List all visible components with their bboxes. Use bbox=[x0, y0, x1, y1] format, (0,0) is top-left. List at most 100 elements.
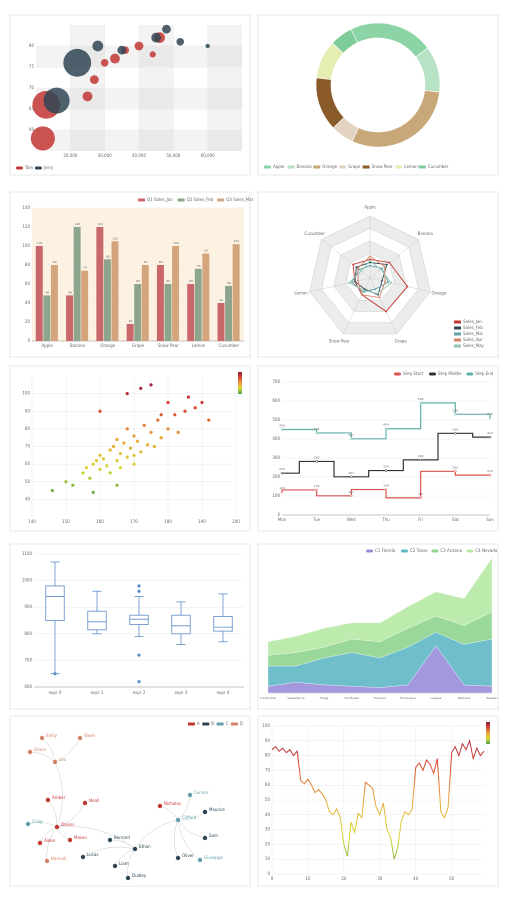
y-tick-label: 0 bbox=[277, 512, 280, 517]
graph-node bbox=[39, 735, 45, 741]
legend-swatch bbox=[177, 198, 185, 202]
bar bbox=[134, 284, 142, 341]
legend-label: Grape bbox=[348, 164, 361, 169]
graph-link bbox=[47, 799, 58, 828]
step-value-label: 432 bbox=[314, 427, 320, 431]
bubble bbox=[43, 87, 70, 114]
chart-panel: Apple Banana Orange Grape Snow Pear Lemon Cucu… bbox=[257, 14, 499, 176]
bar bbox=[225, 285, 233, 341]
visual-map-bar bbox=[486, 722, 490, 744]
graph-node-label: Amber bbox=[52, 795, 66, 800]
step-point bbox=[315, 488, 318, 492]
radar-point bbox=[384, 280, 387, 283]
x-tick-label: Sunflower bbox=[345, 696, 361, 700]
legend-label: Q2 Sales_Feb bbox=[187, 197, 214, 202]
legend-label: C4 Nevada bbox=[475, 548, 497, 553]
radar-point bbox=[381, 279, 383, 282]
x-tick-label: Tue bbox=[312, 517, 320, 522]
x-tick-label: 0 bbox=[271, 876, 274, 881]
graph-node bbox=[52, 759, 58, 765]
step-value-label: 290 bbox=[418, 454, 424, 458]
scatter-point bbox=[132, 434, 136, 438]
bubble bbox=[176, 37, 185, 46]
chart-panel: Apple Banana Orange Grape Snow Pear Lemon Cucu… bbox=[257, 191, 499, 358]
scatter-point bbox=[98, 453, 102, 457]
graph-node bbox=[107, 837, 113, 843]
graph-node-label: Maurice bbox=[209, 807, 225, 812]
radar-point bbox=[369, 261, 371, 264]
radar-point bbox=[376, 292, 379, 295]
graph-node-label: Sam bbox=[209, 833, 218, 838]
scatter-point bbox=[166, 427, 170, 431]
scatter-point bbox=[125, 427, 129, 431]
legend-swatch bbox=[16, 166, 23, 170]
bar-value-label: 76 bbox=[197, 264, 201, 268]
step-value-label: 530 bbox=[452, 408, 458, 412]
scatter-point bbox=[183, 409, 187, 413]
x-tick-label: Apple bbox=[41, 343, 53, 348]
y-tick-label: 60 bbox=[29, 127, 35, 132]
x-tick-label: Lemon bbox=[192, 343, 206, 348]
bar bbox=[103, 259, 111, 341]
visual-line bbox=[271, 739, 485, 860]
y-tick-label: 80 bbox=[25, 262, 31, 267]
y-tick-label: 900 bbox=[24, 604, 32, 609]
bar bbox=[50, 265, 58, 341]
x-tick-label: Orange bbox=[100, 343, 115, 348]
graph-link bbox=[177, 794, 191, 821]
step-point bbox=[488, 416, 492, 420]
legend-swatch bbox=[429, 372, 436, 376]
chart-panel: 60 65 70 75 80 20,000 30,000 40,000 50,000 60,000… bbox=[9, 14, 251, 176]
y-tick-label: 100 bbox=[22, 391, 30, 396]
radar-point bbox=[383, 265, 386, 268]
legend-swatch bbox=[34, 166, 42, 170]
radar-spoke bbox=[369, 277, 398, 334]
scatter-point bbox=[118, 451, 122, 456]
graph-link bbox=[54, 761, 63, 828]
radar-point bbox=[358, 268, 361, 271]
y-tick-label: 60 bbox=[25, 461, 31, 466]
x-tick-label: 190 bbox=[198, 519, 206, 524]
box-outlier bbox=[137, 584, 141, 588]
step-value-label: 510 bbox=[487, 412, 493, 416]
graph-link bbox=[127, 848, 136, 879]
y-tick-label: 90 bbox=[25, 408, 31, 413]
scatter-point bbox=[186, 395, 190, 399]
scatter-point bbox=[173, 413, 177, 417]
legend-swatch bbox=[395, 165, 403, 169]
radar-point bbox=[356, 267, 359, 270]
radar-point bbox=[379, 268, 382, 271]
bar-value-label: 60 bbox=[166, 279, 170, 283]
legend-label: C bbox=[226, 721, 229, 726]
bubble bbox=[205, 43, 210, 49]
chart-panel: 40 50 60 70 80 90 100 140 150 160 170 180 190 200 bbox=[9, 365, 251, 532]
legend-label: Lemon bbox=[404, 164, 418, 169]
box-outlier bbox=[137, 653, 141, 657]
radar-indicator: Apple bbox=[364, 204, 376, 209]
bar bbox=[141, 265, 149, 341]
radar-indicator: Banana bbox=[418, 231, 434, 236]
graph-node-label: Nicholas bbox=[164, 801, 181, 806]
y-tick-label: 20 bbox=[265, 841, 271, 846]
graph-node-label: Mason bbox=[74, 835, 87, 840]
graph-link bbox=[134, 819, 179, 850]
scatter-point bbox=[122, 441, 126, 445]
y-tick-label: 1100 bbox=[22, 551, 33, 556]
radar-point bbox=[387, 281, 390, 284]
x-tick-label: expr 3 bbox=[175, 690, 188, 695]
x-tick-label: Thu bbox=[381, 517, 390, 522]
x-tick-label: Ice Bucket bbox=[260, 696, 276, 700]
step-value-label: 201 bbox=[348, 471, 354, 475]
legend-label: Apple bbox=[273, 164, 285, 169]
scatter-point bbox=[139, 450, 143, 454]
x-tick-label: expr 4 bbox=[217, 690, 230, 695]
x-tick-label: Sun bbox=[486, 517, 494, 522]
x-tick-label: expr 0 bbox=[49, 690, 62, 695]
graph-node-label: Noah bbox=[89, 798, 100, 803]
bar bbox=[81, 270, 89, 341]
scatter-point bbox=[132, 453, 136, 457]
bar-value-label: 120 bbox=[75, 222, 81, 226]
radar-indicator: Lemon bbox=[294, 291, 308, 296]
scatter-point bbox=[159, 413, 163, 417]
y-tick-label: 80 bbox=[25, 426, 31, 431]
